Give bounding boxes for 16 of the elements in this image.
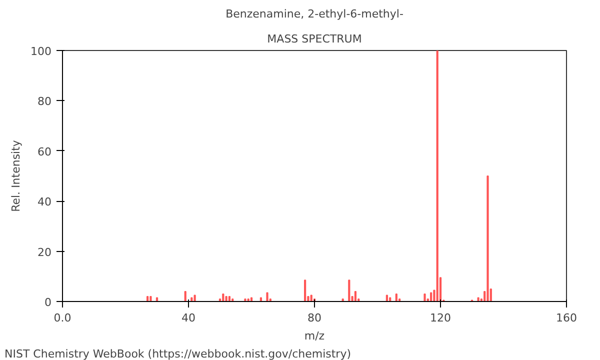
y-tick-label: 60 [38,145,52,158]
x-tick-label: 160 [556,312,577,324]
y-tick-label: 40 [38,196,52,209]
y-tick-label: 0 [44,296,52,309]
y-tick-label: 100 [30,45,52,58]
x-tick-label: 120 [430,312,451,324]
chart-title: Benzenamine, 2-ethyl-6-methyl- [226,8,404,20]
y-tick-label: 20 [38,246,52,259]
x-tick-label: 80 [308,312,322,324]
y-tick-label: 80 [38,95,52,108]
x-tick-label: 0.0 [54,312,72,324]
text: NIST Chemistry WebBook (https://webbook.nist.gov/chemistry) [4,348,351,360]
chart-subtitle: MASS SPECTRUM [267,32,362,46]
y-axis-title: Rel. Intensity [10,140,23,212]
x-tick-label: 40 [182,312,196,324]
x-axis-title: m/z [304,330,325,342]
